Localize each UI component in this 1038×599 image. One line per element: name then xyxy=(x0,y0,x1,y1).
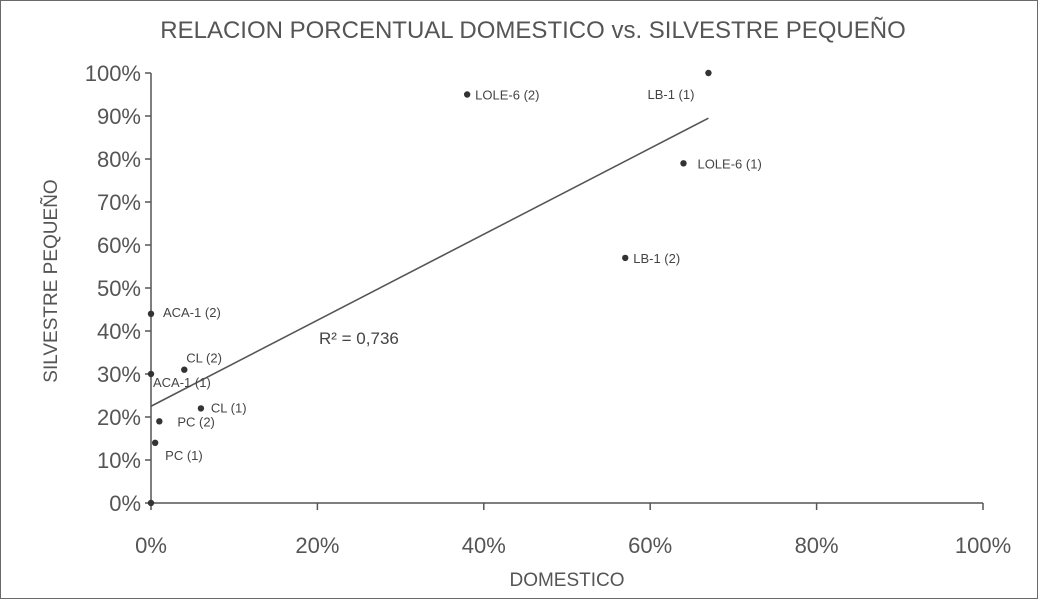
y-tick-label: 50% xyxy=(97,276,141,301)
x-tick-label: 60% xyxy=(628,533,672,558)
y-tick-label: 10% xyxy=(97,448,141,473)
data-point xyxy=(147,310,155,317)
y-tick-label: 100% xyxy=(85,61,141,86)
y-tick-label: 70% xyxy=(97,190,141,215)
y-tick-label: 90% xyxy=(97,104,141,129)
x-tick-label: 0% xyxy=(135,533,167,558)
x-tick-label: 40% xyxy=(462,533,506,558)
x-axis-title: DOMESTICO xyxy=(509,570,624,591)
data-point xyxy=(156,418,163,425)
y-tick-label: 30% xyxy=(97,362,141,387)
r-squared-label: R² = 0,736 xyxy=(319,329,399,348)
data-point-label: LB-1 (2) xyxy=(633,251,680,266)
y-tick-label: 40% xyxy=(97,319,141,344)
data-point xyxy=(680,160,687,167)
data-point xyxy=(197,405,205,412)
data-point-label: ACA-1 (2) xyxy=(163,305,221,320)
data-point-label: CL (2) xyxy=(186,351,222,366)
x-tick-label: 20% xyxy=(295,533,339,558)
data-point xyxy=(147,499,155,507)
y-tick-label: 80% xyxy=(97,147,141,172)
data-point-label: ACA-1 (1) xyxy=(153,375,211,390)
data-point-label: LOLE-6 (2) xyxy=(475,88,539,103)
plot-area: 0% 10% 20% 30% 40% 50% 60% 70% 80% 90% 100% 0% 20% 40… xyxy=(85,61,1011,558)
x-tick-label: 100% xyxy=(955,533,1011,558)
data-point xyxy=(181,366,188,373)
data-point xyxy=(147,370,155,378)
data-point-label: PC (1) xyxy=(165,448,203,463)
data-point xyxy=(622,254,629,262)
data-point-label: LB-1 (1) xyxy=(647,87,694,102)
chart-title: RELACION PORCENTUAL DOMESTICO vs. SILVES… xyxy=(160,17,905,44)
data-point-label: PC (2) xyxy=(177,414,215,429)
data-point-label: LOLE-6 (1) xyxy=(697,156,761,171)
y-tick-label: 20% xyxy=(97,405,141,430)
y-axis-title: SILVESTRE PEQUEÑO xyxy=(40,179,62,382)
y-tick-label: 60% xyxy=(97,233,141,258)
data-point xyxy=(151,439,159,446)
trendline xyxy=(150,117,709,407)
y-tick-label: 0% xyxy=(109,491,141,516)
data-point xyxy=(463,91,471,98)
x-tick-label: 80% xyxy=(795,533,839,558)
data-point xyxy=(705,69,712,77)
data-point-label: CL (1) xyxy=(211,400,247,415)
